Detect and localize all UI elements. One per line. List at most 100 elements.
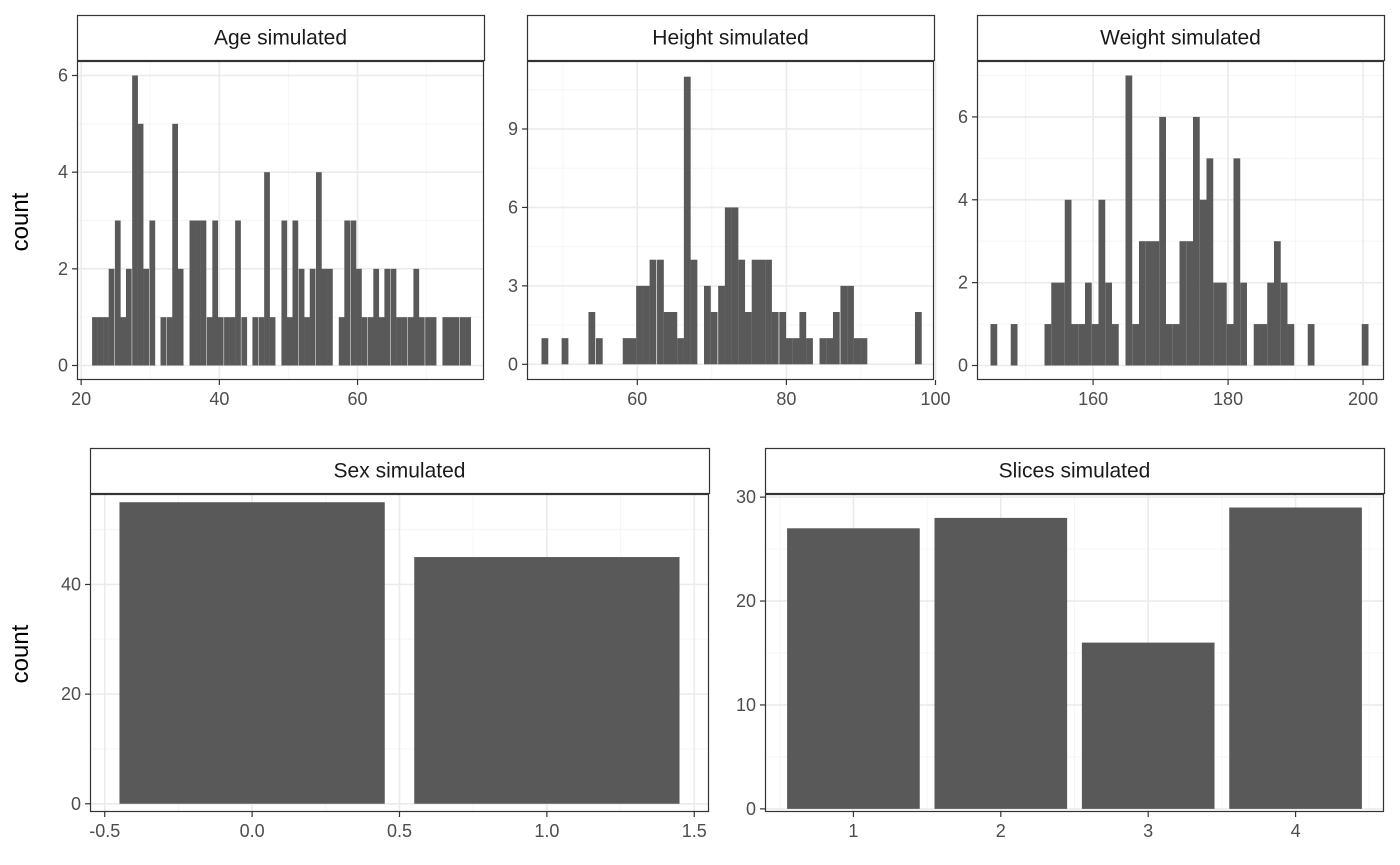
- histogram-bar: [642, 285, 650, 365]
- histogram-bar: [367, 317, 374, 366]
- histogram-bar: [92, 317, 98, 366]
- histogram-bar: [298, 268, 305, 366]
- histogram-bar: [1172, 324, 1180, 366]
- y-tick-label: 30: [736, 487, 756, 507]
- histogram-bar: [914, 312, 922, 365]
- histogram-bar: [683, 76, 691, 365]
- histogram-bar: [1179, 241, 1187, 366]
- histogram-bar: [143, 268, 149, 366]
- histogram-bar: [241, 317, 248, 366]
- histogram-bar: [1240, 282, 1247, 366]
- bar: [934, 517, 1068, 809]
- histogram-bar: [704, 285, 711, 365]
- y-tick-label: 6: [958, 107, 968, 127]
- histogram-bar: [1057, 282, 1065, 366]
- strip-label-sex: Sex simulated: [334, 460, 466, 483]
- histogram-bar: [1287, 324, 1295, 366]
- histogram-bar: [588, 312, 596, 365]
- histogram-bar: [765, 259, 772, 365]
- histogram-bar: [710, 312, 718, 365]
- histogram-bar: [1267, 282, 1274, 366]
- histogram-bar: [1044, 324, 1052, 366]
- x-tick-label: 40: [209, 389, 229, 409]
- y-tick-label: 2: [58, 259, 68, 279]
- histogram-bar: [1051, 282, 1058, 366]
- strip-slices: [764, 447, 1386, 495]
- histogram-bar: [1111, 324, 1119, 366]
- histogram-bar: [853, 338, 861, 365]
- histogram-bar: [356, 268, 362, 366]
- histogram-bar: [286, 317, 293, 366]
- y-tick-label: 9: [508, 119, 518, 139]
- y-tick-label: 4: [958, 190, 968, 210]
- histogram-bar: [738, 259, 746, 365]
- panel-border-sex: [89, 493, 710, 813]
- histogram-bar: [1206, 158, 1214, 366]
- strip-age: [76, 14, 486, 62]
- histogram-bar: [217, 317, 224, 366]
- histogram-bar: [1307, 324, 1315, 366]
- histogram-bar: [724, 207, 732, 365]
- histogram-bar: [649, 259, 657, 365]
- x-tick-label: 1.0: [534, 821, 559, 841]
- histogram-bar: [212, 220, 219, 366]
- histogram-bar: [252, 317, 259, 366]
- histogram-bar: [847, 285, 854, 365]
- x-tick-label: 3: [1143, 821, 1153, 841]
- histogram-bar: [1233, 158, 1241, 366]
- histogram-bar: [103, 317, 109, 366]
- histogram-bar: [1192, 116, 1200, 366]
- x-tick-label: 200: [1348, 389, 1378, 409]
- histogram-bar: [315, 172, 322, 366]
- histogram-bar: [1071, 324, 1079, 366]
- panel-slices: Slices simulated 1 2 3 4 0 10 20 30: [736, 447, 1386, 841]
- histogram-bar: [1280, 282, 1288, 366]
- histogram-bar: [1132, 324, 1139, 366]
- histogram-bar: [108, 268, 115, 366]
- histogram-bar: [595, 338, 603, 365]
- histogram-bar: [1199, 199, 1207, 366]
- strip-label-weight: Weight simulated: [1100, 27, 1261, 50]
- histogram-bar: [361, 317, 368, 366]
- histogram-bar: [1186, 241, 1193, 366]
- histogram-bar: [1138, 241, 1146, 366]
- y-tick-label: 0: [958, 356, 968, 376]
- panel-age: Age simulated 20 40 60 0 2 4 6: [58, 14, 486, 409]
- strip-label-age: Age simulated: [214, 27, 347, 50]
- y-tick-label: 6: [508, 197, 518, 217]
- panel-height: Height simulated 60 80 100 0 3 6 9: [508, 14, 951, 409]
- histogram-bar: [1165, 324, 1173, 366]
- histogram-bar: [430, 317, 437, 366]
- histogram-bar: [114, 220, 121, 366]
- histogram-bar: [425, 317, 431, 366]
- histogram-bar: [235, 220, 241, 366]
- histogram-bar: [1273, 241, 1281, 366]
- histogram-bar: [690, 259, 698, 365]
- histogram-bar: [401, 317, 408, 366]
- histogram-bar: [413, 268, 420, 366]
- x-tick-label: 160: [1078, 389, 1108, 409]
- histogram-bar: [799, 312, 807, 365]
- histogram-bar: [657, 259, 664, 365]
- histogram-bar: [751, 259, 759, 365]
- histogram-bar: [200, 220, 207, 366]
- histogram-bar: [442, 317, 449, 366]
- histogram-bar: [1091, 324, 1099, 366]
- histogram-bar: [125, 268, 132, 366]
- histogram-bar: [819, 338, 827, 365]
- histogram-bar: [622, 338, 630, 365]
- x-tick-label: 1: [848, 821, 858, 841]
- histogram-bar: [663, 312, 671, 365]
- histogram-bar: [561, 338, 569, 365]
- histogram-bar: [396, 317, 402, 366]
- panel-border-height: [526, 60, 935, 381]
- histogram-bar: [718, 285, 725, 365]
- histogram-bar: [1152, 241, 1160, 366]
- histogram-bar: [373, 268, 380, 366]
- histogram-bar: [177, 268, 184, 366]
- histogram-bar: [792, 338, 800, 365]
- histogram-bar: [390, 268, 397, 366]
- y-tick-label: 40: [61, 574, 81, 594]
- bar: [1229, 507, 1362, 809]
- histogram-bar: [384, 268, 391, 366]
